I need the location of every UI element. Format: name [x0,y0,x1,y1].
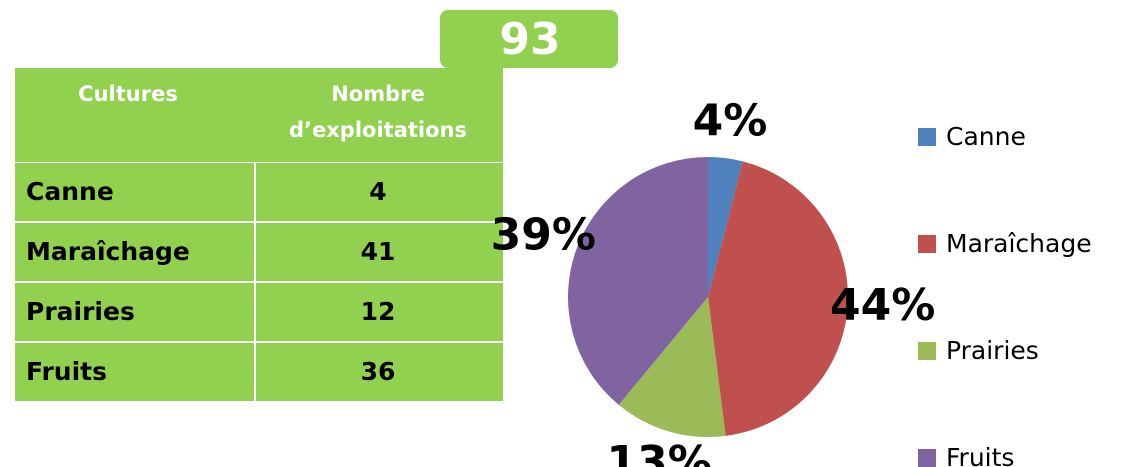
data-label: 4% [693,95,768,146]
header-cell: Cultures [78,82,178,106]
legend-swatch [918,128,936,146]
pie-slice [708,161,849,436]
pie-slice [708,157,743,297]
row-label: Fruits [26,357,107,386]
row-value: 4 [369,177,386,206]
table-cell [15,163,254,221]
data-label: 13% [607,437,712,467]
table-cell [256,343,503,401]
data-label: 39% [491,210,596,261]
total-box [440,10,618,68]
pie-slice [618,297,726,437]
legend-label: Canne [946,122,1026,151]
table-cell [256,223,503,281]
pie-slice [568,157,708,405]
legend-label: Fruits [946,443,1014,467]
table-cell [15,343,254,401]
table-cell [256,163,503,221]
row-label: Canne [26,177,114,206]
row-value: 36 [361,357,396,386]
header-cell: Nombre d’exploitations [289,82,467,142]
total: 93 [499,14,560,65]
table-cell [256,283,503,341]
table-header [15,68,503,162]
table-cell [15,283,254,341]
legend-swatch [918,449,936,467]
row-value: 12 [361,297,396,326]
row-value: 41 [361,237,396,266]
legend-swatch [918,342,936,360]
data-label: 44% [830,280,935,331]
legend-label: Maraîchage [946,229,1092,258]
legend-label: Prairies [946,336,1039,365]
legend-swatch [918,235,936,253]
row-label: Maraîchage [26,237,190,266]
table-cell [15,223,254,281]
row-label: Prairies [26,297,135,326]
